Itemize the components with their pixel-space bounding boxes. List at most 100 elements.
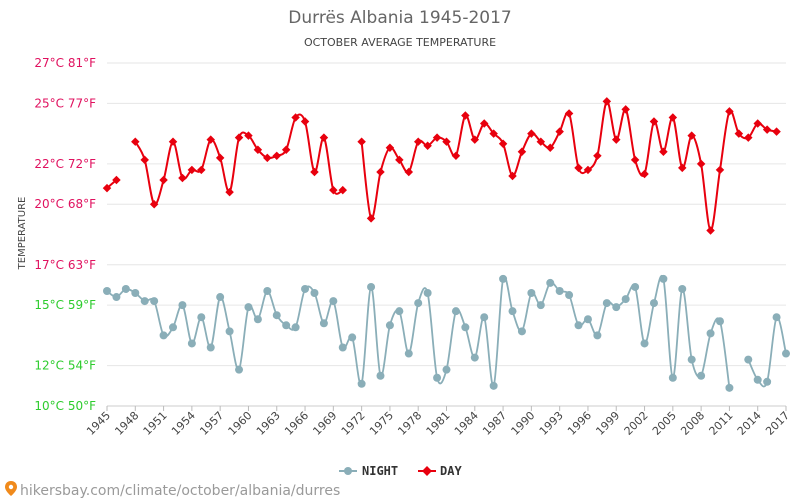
data-point-night[interactable] <box>593 331 602 340</box>
data-point-night[interactable] <box>367 282 376 291</box>
data-point-night[interactable] <box>206 343 215 352</box>
data-point-night[interactable] <box>395 307 404 316</box>
legend-item-day[interactable]: DAY <box>418 464 462 478</box>
data-point-day[interactable] <box>263 153 272 163</box>
data-point-day[interactable] <box>376 167 385 177</box>
data-point-night[interactable] <box>253 315 262 324</box>
data-point-day[interactable] <box>197 165 206 175</box>
data-point-day[interactable] <box>659 147 668 157</box>
data-point-day[interactable] <box>149 199 159 209</box>
data-point-night[interactable] <box>678 284 687 293</box>
data-point-day[interactable] <box>319 133 329 142</box>
data-point-night[interactable] <box>112 293 121 302</box>
data-point-night[interactable] <box>197 313 206 322</box>
data-point-day[interactable] <box>225 187 234 197</box>
data-point-day[interactable] <box>413 137 423 146</box>
data-point-night[interactable] <box>725 383 734 392</box>
data-point-night[interactable] <box>404 349 413 358</box>
data-point-night[interactable] <box>565 291 574 300</box>
data-point-night[interactable] <box>772 313 781 322</box>
data-point-night[interactable] <box>319 319 328 328</box>
data-point-day[interactable] <box>338 185 348 195</box>
data-point-day[interactable] <box>574 163 583 173</box>
data-point-night[interactable] <box>357 379 366 388</box>
data-point-night[interactable] <box>187 339 196 348</box>
data-point-night[interactable] <box>376 371 385 380</box>
data-point-day[interactable] <box>470 135 480 144</box>
data-point-night[interactable] <box>649 299 658 308</box>
data-point-night[interactable] <box>385 321 394 330</box>
data-point-night[interactable] <box>282 321 291 330</box>
data-point-day[interactable] <box>140 155 149 165</box>
data-point-night[interactable] <box>414 299 423 308</box>
data-point-night[interactable] <box>574 321 583 330</box>
legend-item-night[interactable]: NIGHT <box>339 464 398 478</box>
data-point-day[interactable] <box>630 155 640 165</box>
data-point-day[interactable] <box>131 137 140 146</box>
data-point-day[interactable] <box>432 133 442 142</box>
data-point-night[interactable] <box>782 349 790 358</box>
data-point-night[interactable] <box>763 377 772 386</box>
data-point-night[interactable] <box>480 313 489 322</box>
data-point-night[interactable] <box>621 295 630 304</box>
data-point-night[interactable] <box>583 315 592 324</box>
data-point-night[interactable] <box>744 355 753 364</box>
data-point-night[interactable] <box>697 371 706 380</box>
data-point-day[interactable] <box>215 153 225 163</box>
data-point-day[interactable] <box>385 143 395 152</box>
data-point-day[interactable] <box>640 169 649 179</box>
data-point-day[interactable] <box>715 165 725 175</box>
data-point-night[interactable] <box>310 289 319 298</box>
data-point-night[interactable] <box>235 365 244 374</box>
data-point-day[interactable] <box>602 97 612 106</box>
data-point-day[interactable] <box>517 147 527 157</box>
data-point-night[interactable] <box>159 331 168 340</box>
data-point-day[interactable] <box>272 151 281 161</box>
data-point-night[interactable] <box>131 289 140 298</box>
data-point-day[interactable] <box>612 135 621 144</box>
data-point-night[interactable] <box>555 286 564 295</box>
data-point-night[interactable] <box>423 289 432 298</box>
data-point-day[interactable] <box>498 139 508 148</box>
data-point-day[interactable] <box>404 167 414 177</box>
data-point-night[interactable] <box>527 289 536 298</box>
watermark[interactable]: hikersbay.com/climate/october/albania/du… <box>5 481 340 499</box>
data-point-day[interactable] <box>366 214 376 223</box>
data-point-day[interactable] <box>234 133 244 142</box>
data-point-day[interactable] <box>489 129 498 138</box>
data-point-night[interactable] <box>640 339 649 348</box>
data-point-night[interactable] <box>225 327 234 336</box>
data-point-day[interactable] <box>423 141 432 150</box>
data-point-night[interactable] <box>451 307 460 316</box>
data-point-night[interactable] <box>489 381 498 390</box>
data-point-night[interactable] <box>470 353 479 362</box>
data-point-night[interactable] <box>715 317 724 326</box>
data-point-night[interactable] <box>433 373 442 382</box>
data-point-day[interactable] <box>593 151 602 161</box>
data-point-night[interactable] <box>659 274 668 283</box>
data-point-day[interactable] <box>300 117 310 126</box>
data-point-night[interactable] <box>338 343 347 352</box>
data-point-night[interactable] <box>461 323 470 332</box>
data-point-day[interactable] <box>291 113 300 122</box>
data-point-night[interactable] <box>140 297 149 306</box>
data-point-day[interactable] <box>696 159 706 169</box>
data-point-night[interactable] <box>546 278 555 287</box>
data-point-day[interactable] <box>310 167 319 177</box>
data-point-day[interactable] <box>357 137 366 146</box>
data-point-day[interactable] <box>479 119 489 128</box>
data-point-day[interactable] <box>206 135 215 144</box>
data-point-night[interactable] <box>508 307 517 316</box>
data-point-night[interactable] <box>244 303 253 312</box>
data-point-night[interactable] <box>216 293 225 302</box>
data-point-day[interactable] <box>772 127 781 136</box>
data-point-day[interactable] <box>442 137 451 146</box>
data-point-night[interactable] <box>169 323 178 332</box>
data-point-day[interactable] <box>159 175 168 185</box>
data-point-day[interactable] <box>187 165 197 175</box>
data-point-day[interactable] <box>329 185 338 195</box>
data-point-day[interactable] <box>178 173 187 183</box>
data-point-day[interactable] <box>168 137 178 146</box>
data-point-day[interactable] <box>102 183 112 193</box>
data-point-night[interactable] <box>121 284 130 293</box>
